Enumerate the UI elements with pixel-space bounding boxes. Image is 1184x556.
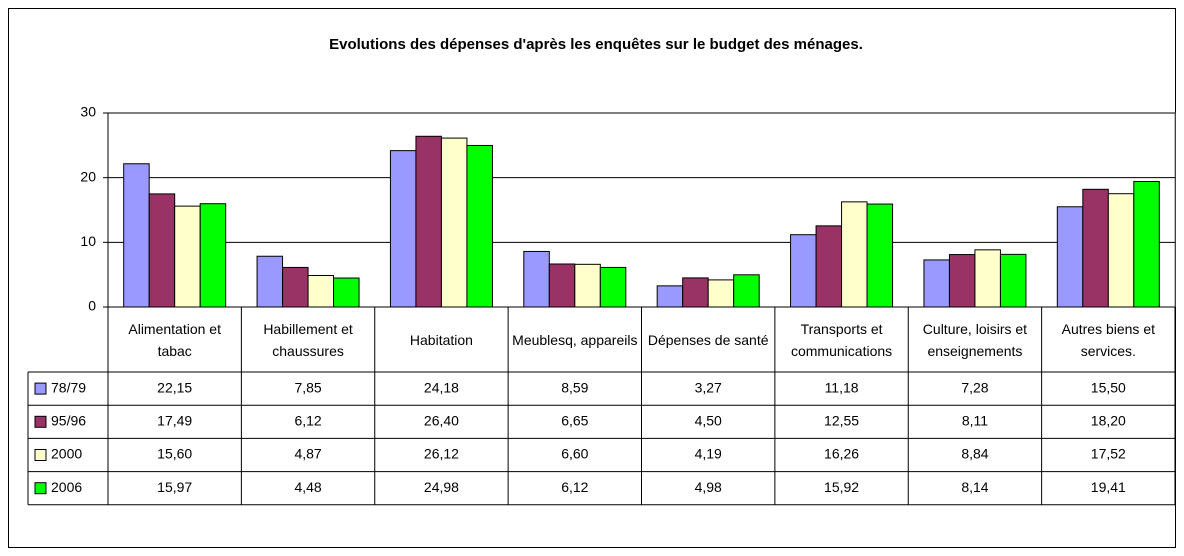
x-tick-label: Transports et communications (790, 320, 893, 359)
data-label: 24,98 (424, 479, 459, 495)
data-label: 18,20 (1091, 413, 1126, 429)
bar (415, 135, 442, 308)
data-label: 12,55 (824, 413, 859, 429)
bar (148, 193, 176, 308)
bar (199, 203, 227, 308)
data-label: 4,19 (695, 446, 722, 462)
data-label: 17,52 (1091, 446, 1126, 462)
bar (841, 201, 868, 308)
bar (123, 163, 150, 308)
data-label: 26,40 (424, 413, 459, 429)
data-label: 15,50 (1091, 379, 1126, 395)
bar (548, 263, 576, 308)
bar (523, 250, 550, 308)
bar (307, 275, 335, 308)
y-tick-label: 30 (80, 104, 96, 120)
data-label: 17,49 (157, 413, 192, 429)
data-label: 4,98 (695, 479, 722, 495)
x-tick-label: Meublesq, appareils (512, 331, 638, 348)
legend-swatch (34, 415, 47, 428)
category-cell: Meublesq, appareils (512, 331, 638, 348)
category-cell: Habillement et chaussures (263, 320, 353, 359)
bar (466, 144, 493, 308)
bar (599, 266, 627, 308)
bar (333, 277, 360, 308)
data-label: 16,26 (824, 446, 859, 462)
bar (790, 234, 817, 308)
bar (1107, 193, 1135, 308)
category-cell: Alimentation et tabac (128, 320, 221, 359)
x-tick-label: Culture, loisirs et enseignements (922, 320, 1028, 359)
bar (440, 137, 468, 308)
x-tick-label: Alimentation et tabac (128, 320, 221, 359)
data-label: 6,65 (561, 413, 588, 429)
data-label: 8,11 (962, 413, 988, 429)
data-label: 6,12 (561, 479, 588, 495)
category-cell: Habitation (409, 331, 473, 348)
legend-label: 95/96 (51, 413, 86, 429)
legend-swatch (34, 482, 47, 495)
data-label: 15,92 (824, 479, 859, 495)
legend-swatch (34, 449, 47, 461)
data-label: 15,97 (157, 479, 192, 495)
x-tick-label: Habitation (409, 331, 473, 348)
x-tick-label: Autres biens et services. (1061, 320, 1155, 359)
category-cell: Culture, loisirs et enseignements (922, 320, 1028, 359)
category-cell: Autres biens et services. (1061, 320, 1155, 359)
y-tick-label: 0 (88, 298, 96, 314)
data-label: 22,15 (157, 379, 192, 395)
bar (256, 255, 284, 308)
data-label: 4,87 (294, 446, 321, 462)
legend-label: 2006 (51, 479, 82, 495)
data-label: 7,85 (294, 379, 321, 395)
y-tick-label: 20 (80, 168, 96, 184)
legend-label: 2000 (51, 446, 82, 462)
bar (1133, 180, 1160, 308)
bar (656, 285, 684, 308)
data-label: 19,41 (1091, 479, 1126, 495)
legend-swatch (34, 382, 47, 395)
data-label: 8,84 (961, 446, 988, 462)
category-cell: Dépenses de santé (647, 331, 769, 348)
x-tick-label: Dépenses de santé (647, 331, 769, 348)
bar (733, 274, 760, 308)
bar (282, 266, 309, 308)
bar (815, 225, 843, 308)
y-tick-label: 10 (80, 233, 96, 249)
bar (923, 259, 950, 308)
chart-title: Evolutions des dépenses d'après les enqu… (329, 36, 863, 53)
bar (174, 205, 201, 308)
data-label: 8,59 (561, 379, 588, 395)
legend-label: 78/79 (51, 379, 86, 395)
x-tick-label: Habillement et chaussures (263, 320, 353, 359)
data-label: 4,50 (695, 413, 722, 429)
bar (1056, 206, 1084, 308)
data-label: 24,18 (424, 379, 459, 395)
data-label: 3,27 (695, 379, 722, 395)
bar (574, 263, 601, 308)
data-label: 7,28 (961, 379, 988, 395)
data-label: 6,12 (294, 413, 321, 429)
bar (682, 277, 709, 308)
data-label: 11,18 (825, 379, 859, 395)
data-label: 8,14 (961, 479, 988, 495)
bar (1082, 188, 1109, 308)
data-label: 15,60 (157, 446, 192, 462)
data-label: 4,48 (294, 479, 321, 495)
bar (707, 279, 735, 308)
bar (948, 254, 976, 308)
bar (389, 150, 417, 308)
bar (999, 253, 1027, 308)
category-cell: Transports et communications (790, 320, 893, 359)
data-label: 26,12 (424, 446, 459, 462)
data-label: 6,60 (561, 446, 588, 462)
bar (974, 249, 1001, 308)
bar (866, 203, 894, 308)
